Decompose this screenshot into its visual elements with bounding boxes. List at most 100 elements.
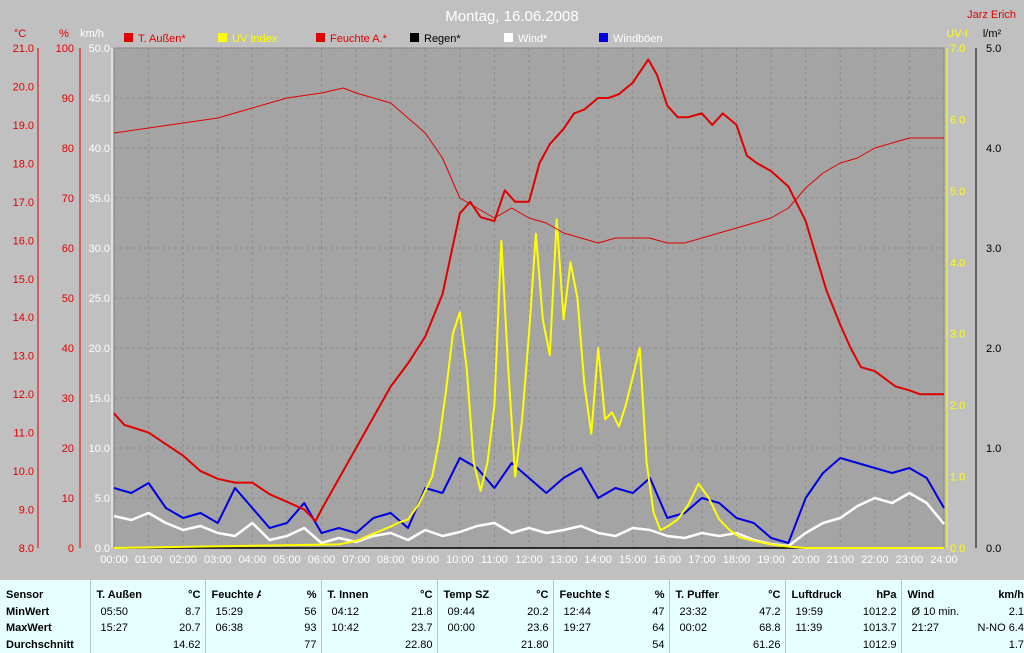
stats-value: 47.2 [725,603,786,621]
stats-row: MaxWert 15:27 20.7 06:38 93 10:42 23.7 00:00 23.… [0,620,1024,637]
tick-label: 17:00 [688,554,716,566]
stats-value: 20.7 [145,620,206,637]
stats-value: 1013.7 [841,620,902,637]
weather-chart: 21.0 20.0 19.0 18.0 17.0 16.0 15.0 14.0 13.0 12.0… [12,8,1016,566]
stats-column-name: T. Außen [96,588,142,601]
stats-value: 23.7 [377,620,438,637]
tick-label: 3.0 [950,329,965,341]
uv-axis-unit: UV-I [946,28,967,40]
tick-label: 50.0 [89,43,110,55]
stats-value: 54 [609,636,670,653]
tick-label: 11.0 [13,428,34,440]
tick-label: 16.0 [13,235,34,247]
tick-label: 04:00 [239,554,267,566]
legend-label: T. Außen* [138,33,186,45]
tick-labels: 21.0 20.0 19.0 18.0 17.0 16.0 15.0 14.0 13.0 12.0… [13,43,1002,566]
stats-row-label: Durchschnitt [0,636,91,653]
legend-label: UV Index [232,33,278,45]
stats-column-name: Temp SZ [443,588,490,601]
tick-label: 0.0 [986,543,1001,555]
stats-time: 00:02 [679,622,708,635]
tick-label: 15.0 [89,393,110,405]
tick-label: 24:00 [930,554,958,566]
tick-label: 21.0 [13,43,34,55]
stats-row: MinWert 05:50 8.7 15:29 56 04:12 21.8 09:44 20.2… [0,603,1024,621]
stats-time: 10:42 [331,622,360,635]
stats-column-name: Wind [907,588,935,601]
tick-label: 80 [62,143,74,155]
stats-time [321,636,377,653]
stats-column-unit: km/h [998,588,1024,601]
stats-time [90,636,145,653]
stats-time: 11:39 [795,622,823,635]
stats-time [669,636,725,653]
legend-swatch [504,33,513,42]
legend-swatch [124,33,133,42]
stats-value: 21.8 [377,603,438,621]
tick-label: 5.0 [986,43,1001,55]
tick-label: 8.0 [19,543,34,555]
stats-value: 1012.2 [841,603,902,621]
stats-row: Durchschnitt 14.62 77 22.80 21.80 54 61.26 1012… [0,636,1024,653]
tick-label: 7.0 [950,43,965,55]
tick-label: 20.0 [89,343,110,355]
stats-column-name: T. Innen [327,588,369,601]
stats-value: 21.80 [493,636,554,653]
tick-label: 70 [62,193,74,205]
tick-label: 12:00 [515,554,543,566]
stats-column-unit: % [261,580,322,604]
stats-time [205,636,261,653]
stats-row-label: MaxWert [0,620,91,637]
stats-time [553,636,609,653]
tick-label: 6.0 [950,114,965,126]
temp-axis-unit: °C [14,28,26,40]
tick-label: 13.0 [13,351,34,363]
tick-label: 12.0 [13,389,34,401]
tick-label: 18.0 [13,158,34,170]
tick-label: 18:00 [723,554,751,566]
tick-label: 10.0 [89,443,110,455]
legend-label: Wind* [518,33,548,45]
stats-time: 23:32 [679,605,708,618]
stats-value: 1.7 [1008,638,1024,651]
legend-swatch [218,33,227,42]
tick-label: 05:00 [273,554,301,566]
tick-label: 14:00 [584,554,612,566]
stats-value: 8.7 [145,603,206,621]
stats-time: 19:59 [795,605,824,618]
tick-label: 14.0 [13,312,34,324]
stats-column-unit: °C [377,580,438,604]
tick-label: 2.0 [950,400,965,412]
tick-label: 10:00 [446,554,474,566]
stats-column-name: T. Puffer [675,588,719,601]
tick-label: 35.0 [89,193,110,205]
tick-label: 22:00 [861,554,889,566]
stats-column-name: Luftdruck [791,588,842,601]
stats-row-label: MinWert [0,603,91,621]
tick-label: 3.0 [986,243,1001,255]
stats-value: 61.26 [725,636,786,653]
stats-value: N-NO 6.4 [977,622,1024,635]
series-line-uv-index [113,218,944,549]
tick-label: 50 [62,293,74,305]
tick-label: 20 [62,443,74,455]
tick-label: 06:00 [308,554,336,566]
stats-time: 06:38 [215,622,244,635]
tick-label: 19:00 [757,554,785,566]
stats-time: 00:00 [447,622,476,635]
tick-label: 11:00 [481,554,508,566]
stats-time [785,636,841,653]
stats-column-unit: °C [145,580,206,604]
legend-label: Regen* [424,33,461,45]
stats-value: 68.8 [725,620,786,637]
axis-lines [37,48,977,548]
stats-value: 14.62 [145,636,206,653]
stats-time: 21:27 [911,622,940,635]
tick-label: 09:00 [411,554,439,566]
stats-column-name: Feuchte A. [211,588,262,601]
tick-label: 4.0 [950,257,965,269]
tick-label: 07:00 [342,554,370,566]
tick-label: 21:00 [826,554,854,566]
tick-label: 16:00 [654,554,682,566]
